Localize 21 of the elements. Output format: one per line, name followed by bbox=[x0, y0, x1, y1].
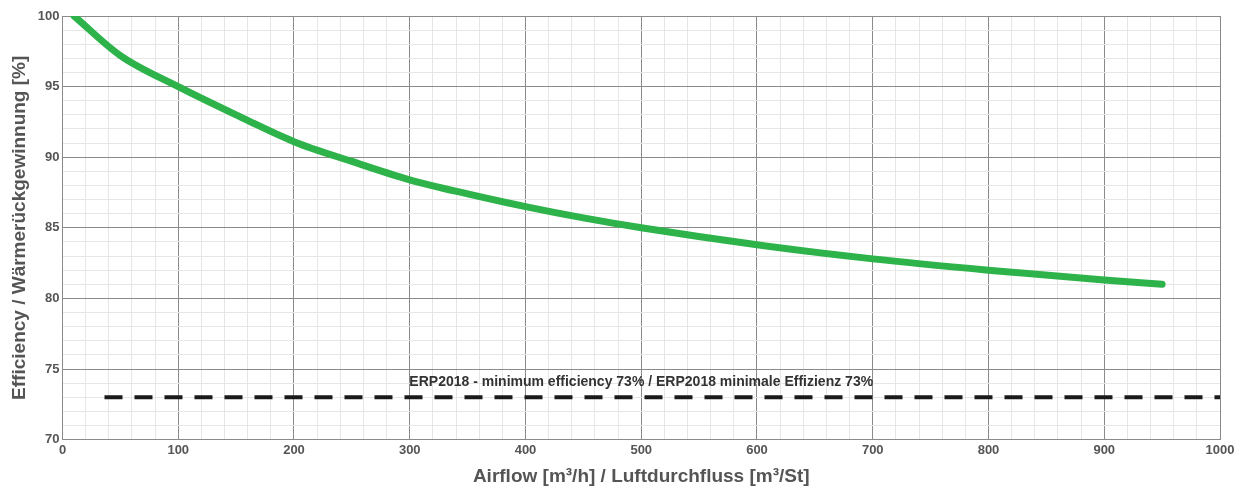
y-tick-label: 75 bbox=[45, 360, 60, 376]
x-tick-label: 0 bbox=[58, 441, 67, 457]
y-axis-title: Efficiency / Wärmerückgewinnung [%] bbox=[7, 55, 29, 400]
x-tick-label: 900 bbox=[1093, 441, 1116, 457]
y-tick-label: 85 bbox=[45, 219, 60, 235]
x-tick-label: 400 bbox=[514, 441, 537, 457]
x-tick-label: 200 bbox=[283, 441, 305, 457]
x-tick-label: 100 bbox=[167, 441, 190, 457]
ref-line-label: ERP2018 - minimum efficiency 73% / ERP2018 minimale Effizienz 73% bbox=[409, 373, 874, 390]
y-tick-label: 80 bbox=[45, 289, 60, 305]
y-tick-label: 90 bbox=[45, 148, 60, 164]
x-tick-label: 800 bbox=[977, 441, 1000, 457]
x-tick-label: 700 bbox=[861, 441, 884, 457]
x-tick-label: 1000 bbox=[1205, 441, 1235, 457]
x-tick-label: 600 bbox=[746, 441, 768, 457]
y-tick-label: 100 bbox=[37, 7, 60, 23]
y-tick-label: 95 bbox=[45, 78, 60, 94]
x-axis-title: Airflow [m³/h] / Luftdurchfluss [m³/St] bbox=[472, 464, 810, 486]
x-tick-label: 500 bbox=[630, 441, 653, 457]
x-tick-label: 300 bbox=[398, 441, 421, 457]
y-tick-label: 70 bbox=[45, 431, 60, 447]
